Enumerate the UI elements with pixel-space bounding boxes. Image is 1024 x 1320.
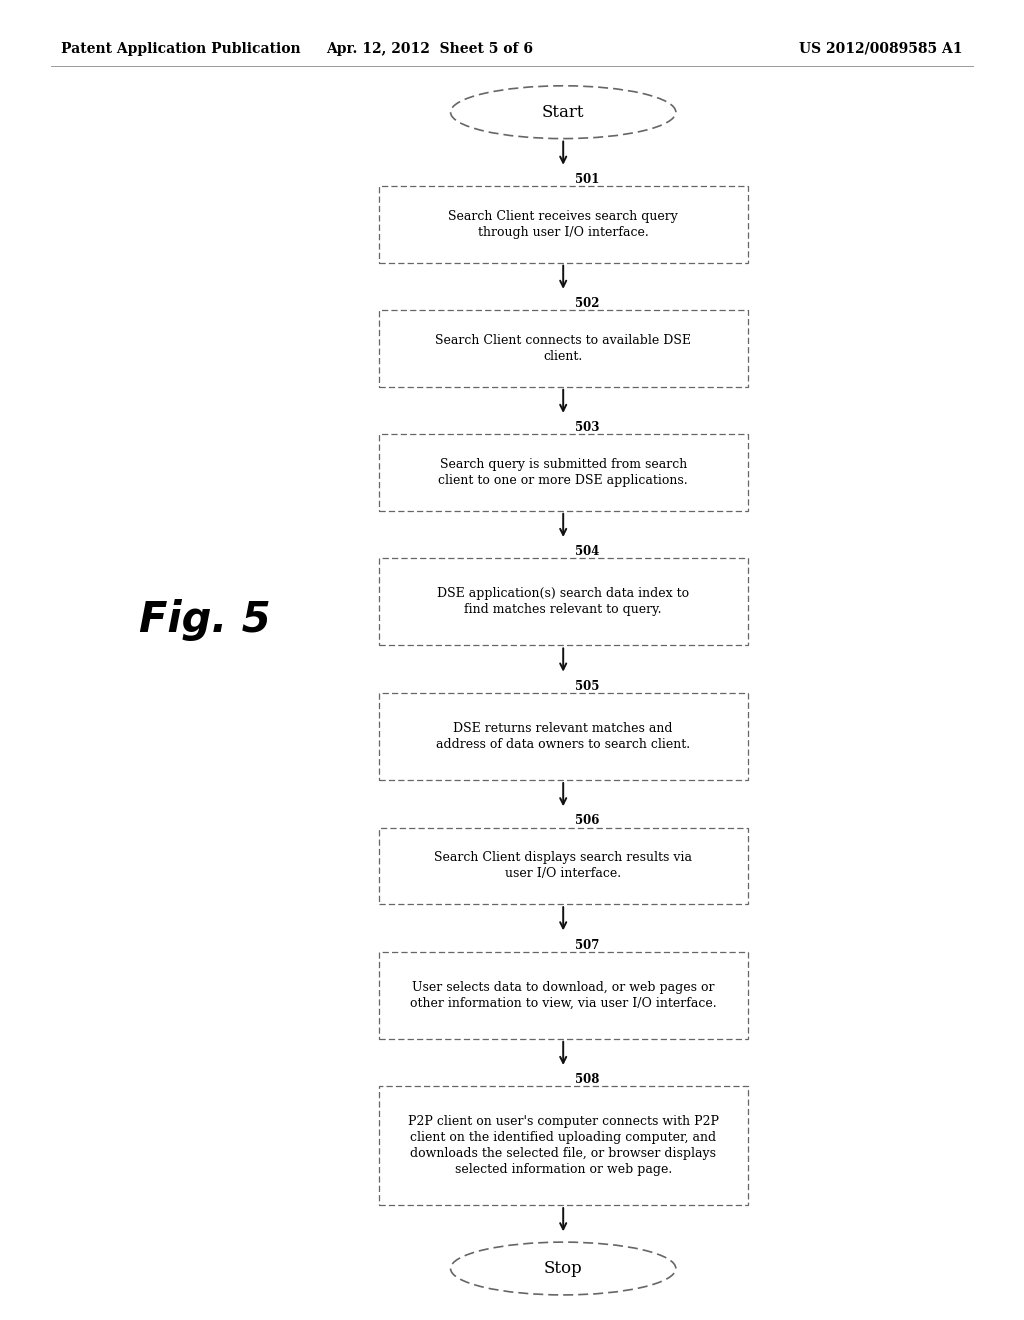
Text: User selects data to download, or web pages or
other information to view, via us: User selects data to download, or web pa… — [410, 981, 717, 1010]
FancyBboxPatch shape — [379, 1086, 748, 1205]
Text: US 2012/0089585 A1: US 2012/0089585 A1 — [799, 42, 963, 55]
Text: Apr. 12, 2012  Sheet 5 of 6: Apr. 12, 2012 Sheet 5 of 6 — [327, 42, 534, 55]
Text: 502: 502 — [575, 297, 600, 310]
Text: Start: Start — [542, 104, 585, 120]
Text: DSE application(s) search data index to
find matches relevant to query.: DSE application(s) search data index to … — [437, 587, 689, 616]
Text: 507: 507 — [575, 939, 600, 952]
Text: 501: 501 — [575, 173, 600, 186]
FancyBboxPatch shape — [379, 310, 748, 387]
Text: 504: 504 — [575, 545, 600, 558]
FancyBboxPatch shape — [379, 186, 748, 263]
Text: Search Client connects to available DSE
client.: Search Client connects to available DSE … — [435, 334, 691, 363]
Ellipse shape — [451, 86, 676, 139]
Text: 506: 506 — [575, 814, 600, 828]
FancyBboxPatch shape — [379, 952, 748, 1039]
Text: P2P client on user's computer connects with P2P
client on the identified uploadi: P2P client on user's computer connects w… — [408, 1115, 719, 1176]
Ellipse shape — [451, 1242, 676, 1295]
FancyBboxPatch shape — [379, 434, 748, 511]
Text: 508: 508 — [575, 1073, 600, 1086]
Text: Patent Application Publication: Patent Application Publication — [61, 42, 301, 55]
FancyBboxPatch shape — [379, 693, 748, 780]
FancyBboxPatch shape — [379, 558, 748, 645]
Text: 503: 503 — [575, 421, 600, 434]
Text: Stop: Stop — [544, 1261, 583, 1276]
Text: Search query is submitted from search
client to one or more DSE applications.: Search query is submitted from search cl… — [438, 458, 688, 487]
Text: Fig. 5: Fig. 5 — [139, 599, 270, 642]
Text: Search Client displays search results via
user I/O interface.: Search Client displays search results vi… — [434, 851, 692, 880]
Text: 505: 505 — [575, 680, 600, 693]
FancyBboxPatch shape — [379, 828, 748, 904]
Text: Search Client receives search query
through user I/O interface.: Search Client receives search query thro… — [449, 210, 678, 239]
Text: DSE returns relevant matches and
address of data owners to search client.: DSE returns relevant matches and address… — [436, 722, 690, 751]
